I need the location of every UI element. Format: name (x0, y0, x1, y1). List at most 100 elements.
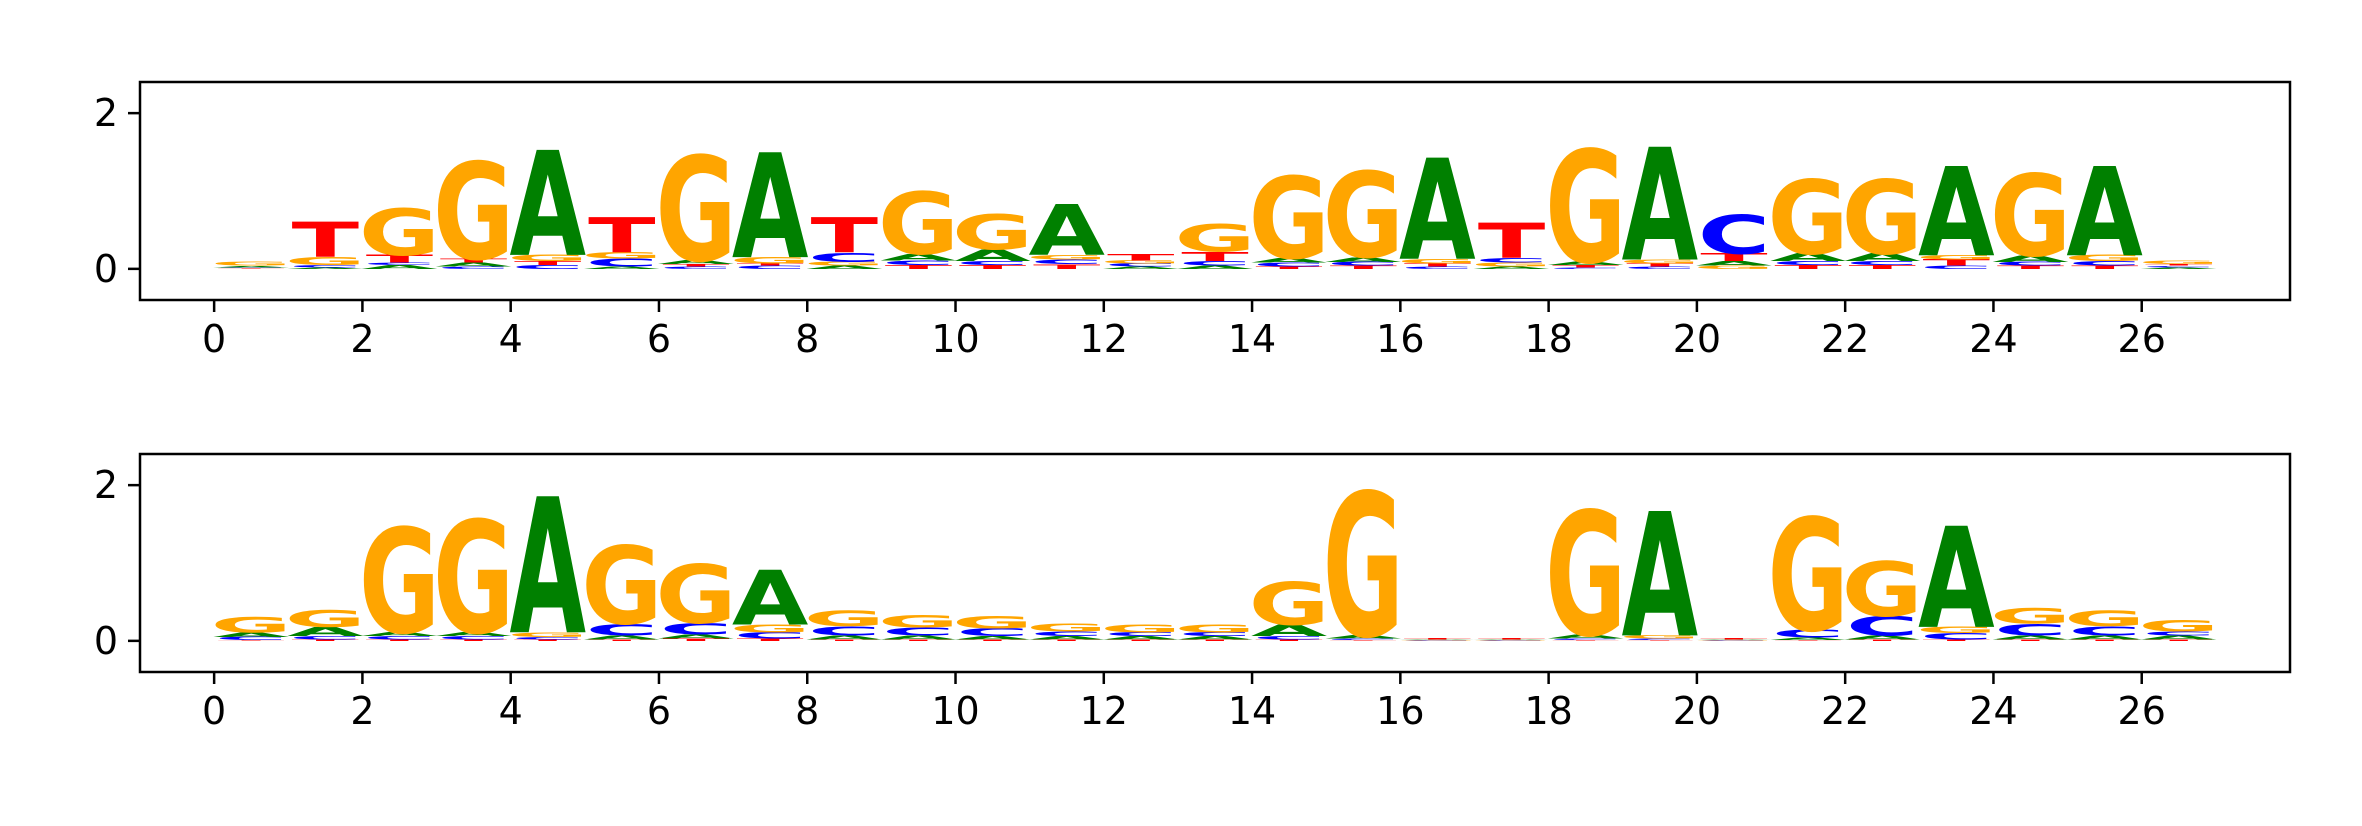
logo-letter-g: G (1100, 622, 1181, 634)
logo-letter-a: A (1473, 640, 1549, 641)
logo-letter-t: T (959, 264, 1027, 270)
logo-letter-g: G (1397, 640, 1478, 641)
logo-letter-c: C (1401, 640, 1474, 641)
logo-letter-a: A (1028, 635, 1104, 640)
logo-letter-g: G (285, 255, 366, 267)
logo-letter-t: T (1923, 258, 1991, 268)
logo-letter-g: G (655, 127, 736, 295)
logo-letter-a: A (1473, 266, 1550, 270)
logo-letter-c: C (1030, 630, 1103, 637)
logo-letter-a: A (1325, 256, 1401, 263)
logo-letter-c: C (1920, 265, 1993, 270)
logo-letter-g: G (1397, 257, 1478, 264)
logo-letter-t: T (1255, 266, 1323, 270)
logo-letter-a: A (1622, 478, 1699, 676)
logo-letter-g: G (211, 613, 292, 638)
logo-letter-t: T (1255, 639, 1323, 641)
logo-letter-c: C (1105, 263, 1178, 268)
x-tick-label: 4 (499, 689, 523, 733)
logo-letter-g: G (2138, 617, 2219, 636)
logo-letter-a: A (806, 634, 882, 640)
logo-letter-c: C (956, 626, 1029, 638)
logo-letter-c: C (1179, 631, 1252, 637)
logo-letter-t: T (1626, 640, 1694, 641)
x-tick-label: 22 (1821, 317, 1869, 361)
logo-letter-t: T (1181, 639, 1249, 641)
logo-letter-g: G (1174, 622, 1255, 634)
logo-letter-t: T (2145, 264, 2213, 266)
logo-letter-t: T (292, 213, 359, 269)
logo-letter-a: A (213, 265, 290, 267)
x-tick-label: 10 (931, 317, 979, 361)
logo-letter-a: A (2066, 143, 2143, 285)
logo-letter-t: T (885, 264, 953, 270)
logo-letter-c: C (808, 624, 881, 639)
logo-letter-c: C (1994, 620, 2067, 639)
logo-letter-a: A (1918, 499, 1995, 660)
logo-letter-t: T (2145, 639, 2213, 641)
logo-letter-c: C (734, 265, 807, 270)
logo-letter-a: A (732, 124, 809, 292)
logo-letter-a: A (1992, 634, 2068, 640)
logo-letter-a: A (1918, 143, 1995, 285)
logo-letter-a: A (510, 460, 587, 677)
logo-letter-c: C (586, 620, 659, 639)
logo-letter-g: G (952, 206, 1033, 262)
logo-letter-t: T (292, 639, 360, 641)
logo-letter-t: T (811, 639, 879, 641)
logo-letter-g: G (1842, 159, 1923, 277)
logo-letter-g: G (2064, 606, 2145, 631)
logo-letter-g: G (1545, 119, 1626, 299)
logo-letter-c: C (1549, 267, 1622, 269)
x-tick-label: 18 (1524, 689, 1572, 733)
logo-letter-c: C (956, 260, 1029, 266)
logo-letter-c: C (1401, 266, 1474, 270)
logo-letter-a: A (880, 634, 956, 640)
logo-letter-t: T (440, 258, 508, 264)
logo-letter-a: A (1696, 640, 1772, 641)
logo-letter-c: C (289, 635, 362, 640)
x-tick-label: 24 (1969, 317, 2017, 361)
logo-letter-c: C (511, 264, 584, 270)
logo-letter-c: C (1253, 635, 1326, 640)
logo-letter-g: G (1990, 152, 2071, 282)
logo-letter-c: C (1624, 638, 1697, 640)
y-tick-label: 2 (94, 91, 118, 135)
logo-letter-a: A (1028, 192, 1104, 272)
logo-letter-c: C (437, 266, 510, 270)
logo-letter-c: C (511, 636, 584, 640)
logo-letter-a: A (287, 267, 364, 269)
logo-letter-a: A (1103, 635, 1179, 640)
logo-letter-t: T (662, 638, 730, 642)
x-tick-label: 0 (202, 689, 226, 733)
logo-letter-g: G (804, 606, 885, 631)
logo-letter-c: C (1030, 258, 1103, 265)
logo-letter-g: G (1249, 154, 1330, 284)
x-tick-label: 14 (1228, 317, 1276, 361)
logo-letter-g: G (1842, 547, 1923, 634)
logo-letter-g: G (730, 622, 811, 634)
logo-letter-g: G (878, 612, 959, 632)
logo-letter-a: A (1547, 634, 1623, 640)
logo-letter-t: T (1997, 265, 2065, 270)
logo-letter-g: G (2064, 253, 2145, 263)
x-tick-label: 12 (1080, 317, 1128, 361)
